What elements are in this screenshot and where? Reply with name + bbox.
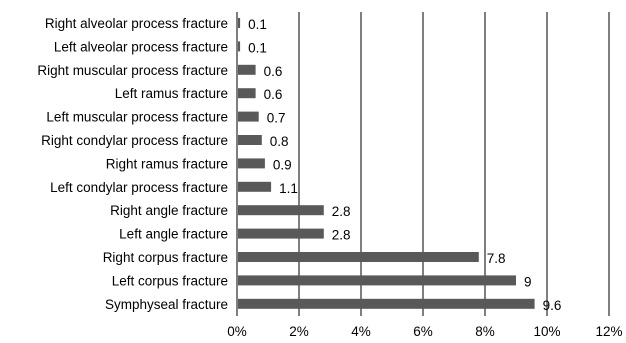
category-label: Right ramus fracture — [106, 156, 228, 171]
bars — [237, 18, 535, 309]
gridlines — [298, 12, 610, 316]
value-label: 0.6 — [264, 64, 283, 79]
category-label: Right muscular process fracture — [37, 63, 228, 78]
value-label: 0.8 — [270, 134, 289, 149]
value-label: 9 — [524, 274, 532, 289]
bar — [237, 111, 259, 122]
value-label: 2.8 — [332, 228, 351, 243]
category-label: Left angle fracture — [119, 227, 228, 242]
category-label: Right angle fracture — [110, 203, 228, 218]
x-tick-label: 8% — [475, 324, 495, 339]
x-axis-tick-labels: 0% 2% 4% 6% 8% 10% 12% — [227, 324, 622, 339]
bar — [237, 205, 324, 216]
category-label: Left condylar process fracture — [50, 180, 228, 195]
bar — [237, 181, 272, 192]
category-label: Left alveolar process fracture — [54, 39, 228, 54]
bar — [237, 275, 516, 286]
bar — [237, 252, 479, 262]
bar — [237, 88, 256, 99]
value-label: 7.8 — [487, 251, 506, 266]
value-label: 0.1 — [248, 40, 267, 55]
bar — [237, 158, 265, 169]
bar — [237, 135, 262, 145]
x-tick-label: 0% — [227, 324, 247, 339]
bar — [237, 298, 535, 309]
x-tick-label: 6% — [413, 324, 433, 339]
value-label: 0.9 — [273, 157, 292, 172]
value-label: 9.6 — [543, 298, 562, 313]
x-tick-label: 10% — [533, 324, 560, 339]
value-label: 0.7 — [267, 111, 286, 126]
category-labels: Right alveolar process fracture Left alve… — [37, 16, 228, 312]
value-label: 0.1 — [248, 17, 267, 32]
value-labels: 0.1 0.1 0.6 0.6 0.7 0.8 0.9 1.1 2.8 2.8 7.8 9 9.6 — [248, 17, 561, 313]
bar — [237, 64, 256, 75]
value-label: 1.1 — [279, 181, 298, 196]
category-label: Symphyseal fracture — [105, 297, 228, 312]
x-tick-label: 4% — [351, 324, 371, 339]
category-label: Left corpus fracture — [112, 273, 228, 288]
category-label: Right condylar process fracture — [41, 133, 228, 148]
category-label: Left ramus fracture — [115, 86, 228, 101]
category-label: Right alveolar process fracture — [45, 16, 228, 31]
x-tick-label: 12% — [595, 324, 622, 339]
bar — [237, 41, 241, 52]
category-label: Right corpus fracture — [103, 250, 228, 265]
x-tick-label: 2% — [289, 324, 309, 339]
category-label: Left muscular process fracture — [46, 110, 228, 125]
bar — [237, 228, 324, 239]
value-label: 2.8 — [332, 204, 351, 219]
bar — [237, 18, 241, 28]
value-label: 0.6 — [264, 87, 283, 102]
